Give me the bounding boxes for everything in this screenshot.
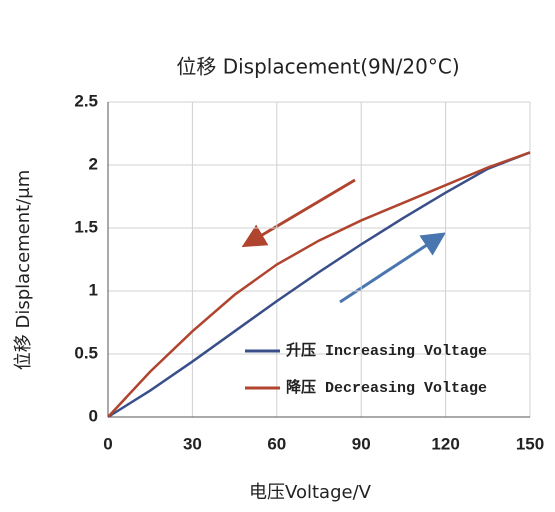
y-tick-label: 2 [89, 154, 98, 173]
y-tick-label: 1 [89, 280, 98, 299]
decrease-arrow [241, 178, 356, 248]
x-tick-label: 90 [352, 434, 371, 453]
x-tick-label: 0 [103, 434, 112, 453]
y-axis-label: 位移 Displacement/μm [13, 170, 34, 371]
y-tick-label: 1.5 [74, 217, 98, 236]
x-tick-label: 30 [183, 434, 202, 453]
y-tick-label: 2.5 [74, 91, 98, 110]
line [107, 151, 531, 419]
x-tick-label: 60 [267, 434, 286, 453]
y-tick-label: 0 [89, 406, 98, 425]
legend-label: 降压 Decreasing Voltage [286, 378, 487, 397]
x-tick-label: 120 [431, 434, 459, 453]
y-tick-label: 0.5 [74, 343, 98, 362]
legend-label: 升压 Increasing Voltage [286, 342, 487, 360]
line [107, 151, 531, 418]
x-tick-label: 150 [516, 434, 544, 453]
chart-title: 位移 Displacement(9N/20°C) [176, 55, 459, 79]
x-axis-label: 电压Voltage/V [249, 482, 372, 503]
